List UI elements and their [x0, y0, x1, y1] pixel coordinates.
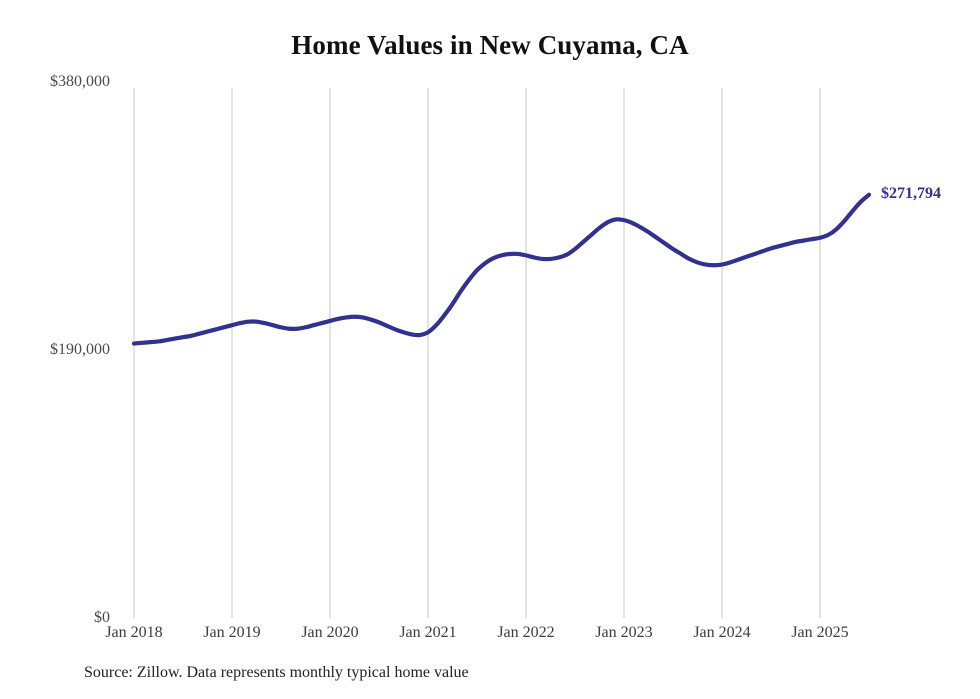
x-tick-label-jan-2022: Jan 2022	[497, 624, 555, 641]
gridlines	[133, 88, 821, 618]
x-tick-label-jan-2024: Jan 2024	[693, 624, 751, 641]
x-tick-label-jan-2020: Jan 2020	[301, 624, 359, 641]
x-tick-label-jan-2018: Jan 2018	[105, 624, 163, 641]
series-line-typical-home-value	[131, 192, 872, 346]
x-tick-label-jan-2019: Jan 2019	[203, 624, 261, 641]
y-tick-label-0: $0	[94, 609, 110, 626]
source-note: Source: Zillow. Data represents monthly …	[84, 664, 469, 681]
page-title: Home Values in New Cuyama, CA	[291, 30, 689, 60]
x-tick-label-jan-2025: Jan 2025	[791, 624, 849, 641]
series-end-value-label: $271,794	[881, 184, 941, 202]
x-tick-label-jan-2021: Jan 2021	[399, 624, 457, 641]
y-tick-label-190000: $190,000	[50, 341, 110, 358]
x-tick-label-jan-2023: Jan 2023	[595, 624, 653, 641]
y-tick-label-380000: $380,000	[50, 73, 110, 90]
